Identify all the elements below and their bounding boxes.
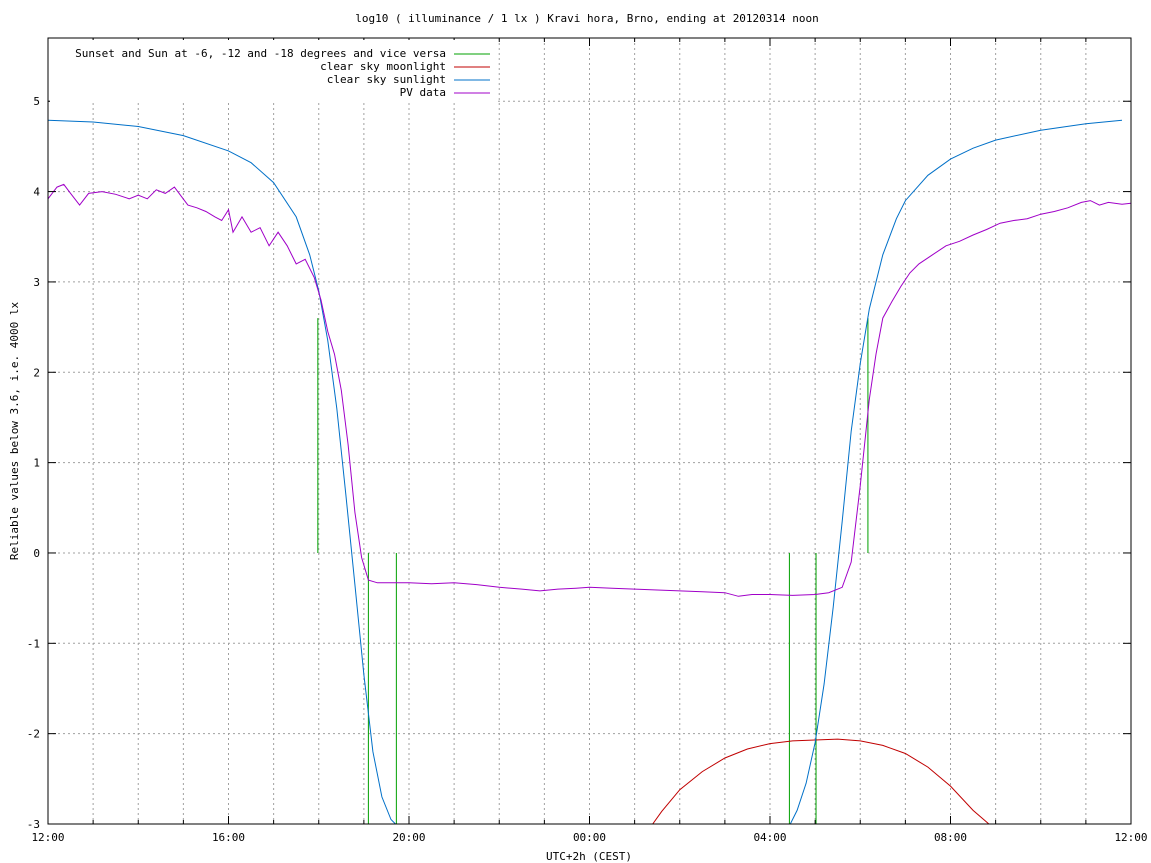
legend-label: clear sky sunlight	[327, 73, 446, 86]
ticks: 12:00 16:00 20:00 00:00 04:00 08:00 12:00-3-2-…	[27, 38, 1148, 844]
legend-background	[50, 40, 496, 102]
y-tick-label: -2	[27, 728, 40, 741]
series-line	[48, 183, 1131, 597]
y-tick-label: 1	[33, 457, 40, 470]
x-axis-label: UTC+2h (CEST)	[546, 850, 632, 863]
y-tick-label: -1	[27, 637, 40, 650]
y-tick-label: 5	[33, 95, 40, 108]
series-sunset-and-sun-at-6-12-and-18-degrees-and-vice-versa	[317, 318, 869, 824]
x-tick-label: 12:00	[31, 831, 64, 844]
series-pv-data	[48, 183, 1131, 597]
y-tick-label: 4	[33, 186, 40, 199]
y-tick-label: -3	[27, 818, 40, 831]
x-tick-label: 08:00	[934, 831, 967, 844]
series-clear-sky-moonlight	[652, 738, 990, 824]
y-tick-label: 0	[33, 547, 40, 560]
series-line	[48, 119, 396, 824]
y-tick-label: 2	[33, 366, 40, 379]
series-line	[652, 738, 990, 824]
legend-label: Sunset and Sun at -6, -12 and -18 degree…	[75, 47, 446, 60]
grid	[48, 38, 1131, 824]
legend: Sunset and Sun at -6, -12 and -18 degree…	[50, 40, 496, 102]
legend-label: PV data	[400, 86, 446, 99]
y-axis-label: Reliable values below 3.6, i.e. 4000 lx	[8, 301, 21, 560]
x-tick-label: 16:00	[212, 831, 245, 844]
x-tick-label: 00:00	[573, 831, 606, 844]
x-tick-label: 04:00	[753, 831, 786, 844]
series-layer	[48, 119, 1131, 824]
series-clear-sky-sunlight-morning-	[789, 119, 1123, 824]
series-line	[789, 119, 1123, 824]
series-clear-sky-sunlight	[48, 119, 396, 824]
plot-frame	[47, 37, 1132, 825]
legend-label: clear sky moonlight	[320, 60, 446, 73]
y-tick-label: 3	[33, 276, 40, 289]
chart-title: log10 ( illuminance / 1 lx ) Kravi hora,…	[355, 12, 819, 25]
x-tick-label: 20:00	[392, 831, 425, 844]
x-tick-label: 12:00	[1114, 831, 1147, 844]
